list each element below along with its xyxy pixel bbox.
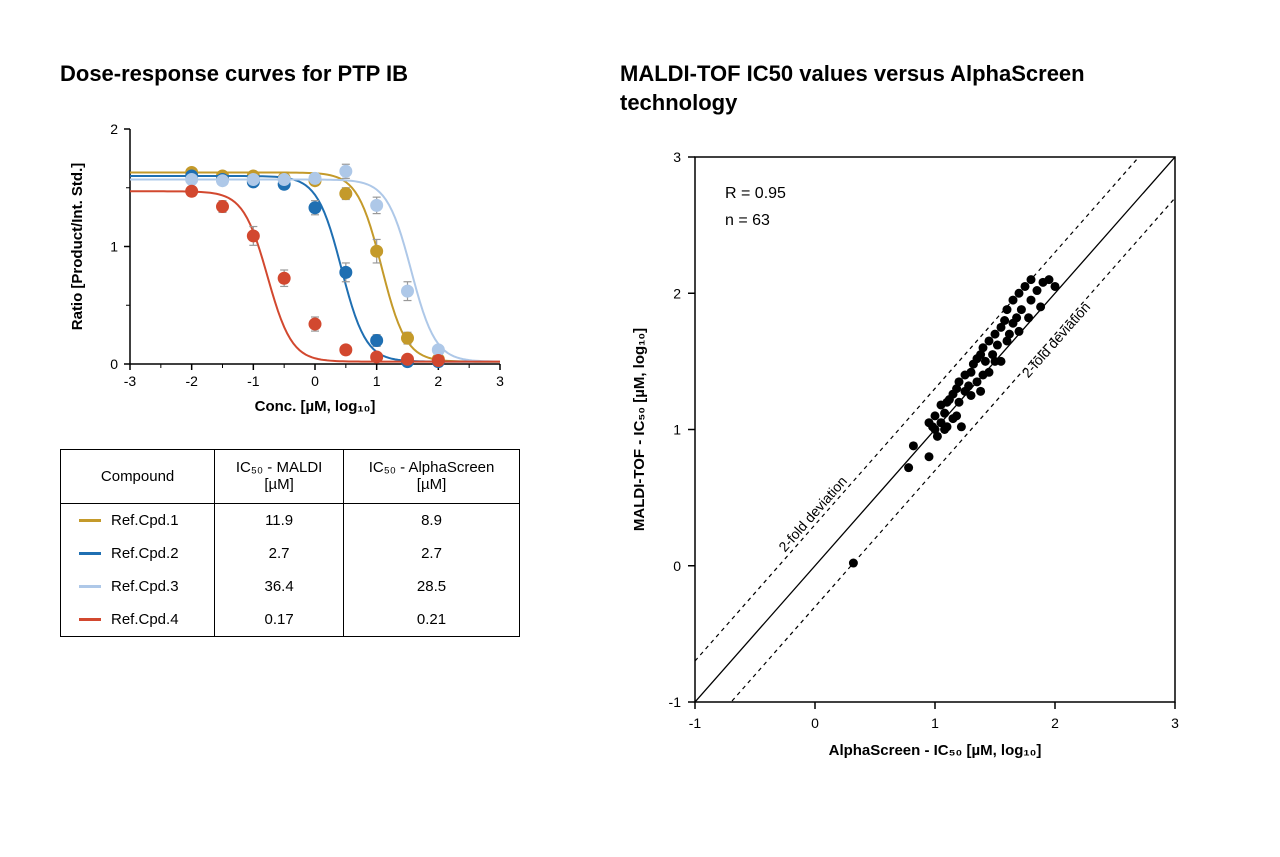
maldi-cell: 36.4 [215,570,344,603]
table-row: Ref.Cpd.111.98.9 [61,503,520,537]
scatter-svg: -1 0 1 2 3 -1 0 1 2 3 2-fold deviation 2-fold devia… [620,147,1200,767]
right-panel: MALDI-TOF IC50 values versus AlphaScreen… [620,60,1240,817]
svg-text:3: 3 [496,373,504,389]
left-chart-title: Dose-response curves for PTP IB [60,60,560,89]
maldi-cell: 0.17 [215,603,344,637]
dose-response-svg: -3 -2 -1 0 1 2 3 0 1 2 Conc. [µM, log₁₀] Ratio [Pro… [60,119,520,419]
table-header: IC₅₀ - AlphaScreen[µM] [344,449,520,503]
series-swatch [79,552,101,555]
svg-text:-1: -1 [669,694,682,710]
svg-text:1: 1 [110,238,118,254]
svg-text:1: 1 [931,715,939,731]
table-row: Ref.Cpd.336.428.5 [61,570,520,603]
compound-cell: Ref.Cpd.3 [61,570,215,603]
alpha-cell: 2.7 [344,537,520,570]
compound-cell: Ref.Cpd.4 [61,603,215,637]
svg-text:-3: -3 [124,373,137,389]
svg-text:2-fold deviation: 2-fold deviation [775,473,850,555]
svg-text:1: 1 [673,422,681,438]
svg-text:2-fold deviation: 2-fold deviation [1018,299,1093,381]
svg-text:-2: -2 [185,373,198,389]
compound-cell: Ref.Cpd.2 [61,537,215,570]
ic50-table: CompoundIC₅₀ - MALDI[µM]IC₅₀ - AlphaScre… [60,449,520,637]
svg-text:MALDI-TOF - IC₅₀ [µM, log₁₀]: MALDI-TOF - IC₅₀ [µM, log₁₀] [631,328,648,531]
table-row: Ref.Cpd.22.72.7 [61,537,520,570]
table-row: Ref.Cpd.40.170.21 [61,603,520,637]
scatter-chart: -1 0 1 2 3 -1 0 1 2 3 2-fold deviation 2-fold devia… [620,147,1240,767]
dose-response-chart: -3 -2 -1 0 1 2 3 0 1 2 Conc. [µM, log₁₀] Ratio [Pro… [60,119,560,419]
alpha-cell: 8.9 [344,503,520,537]
svg-text:2: 2 [1051,715,1059,731]
svg-text:AlphaScreen - IC₅₀ [µM, log₁₀]: AlphaScreen - IC₅₀ [µM, log₁₀] [829,742,1042,759]
table-header: Compound [61,449,215,503]
svg-text:0: 0 [311,373,319,389]
svg-text:R = 0.95: R = 0.95 [725,185,786,202]
svg-text:Ratio [Product/Int. Std.]: Ratio [Product/Int. Std.] [69,162,86,329]
series-swatch [79,618,101,621]
svg-text:2: 2 [110,121,118,137]
left-panel: Dose-response curves for PTP IB -3 -2 -1 0 1… [60,60,560,817]
series-swatch [79,519,101,522]
svg-text:-1: -1 [247,373,260,389]
alpha-cell: 28.5 [344,570,520,603]
svg-text:0: 0 [811,715,819,731]
table-header: IC₅₀ - MALDI[µM] [215,449,344,503]
svg-text:2: 2 [673,285,681,301]
series-swatch [79,585,101,588]
svg-text:0: 0 [110,356,118,372]
svg-text:3: 3 [673,149,681,165]
compound-cell: Ref.Cpd.1 [61,503,215,537]
svg-text:1: 1 [373,373,381,389]
svg-text:0: 0 [673,558,681,574]
svg-text:2: 2 [434,373,442,389]
svg-text:Conc. [µM, log₁₀]: Conc. [µM, log₁₀] [255,398,376,415]
svg-text:3: 3 [1171,715,1179,731]
right-chart-title: MALDI-TOF IC50 values versus AlphaScreen… [620,60,1100,117]
maldi-cell: 11.9 [215,503,344,537]
svg-text:n = 63: n = 63 [725,212,770,229]
alpha-cell: 0.21 [344,603,520,637]
maldi-cell: 2.7 [215,537,344,570]
svg-text:-1: -1 [689,715,702,731]
